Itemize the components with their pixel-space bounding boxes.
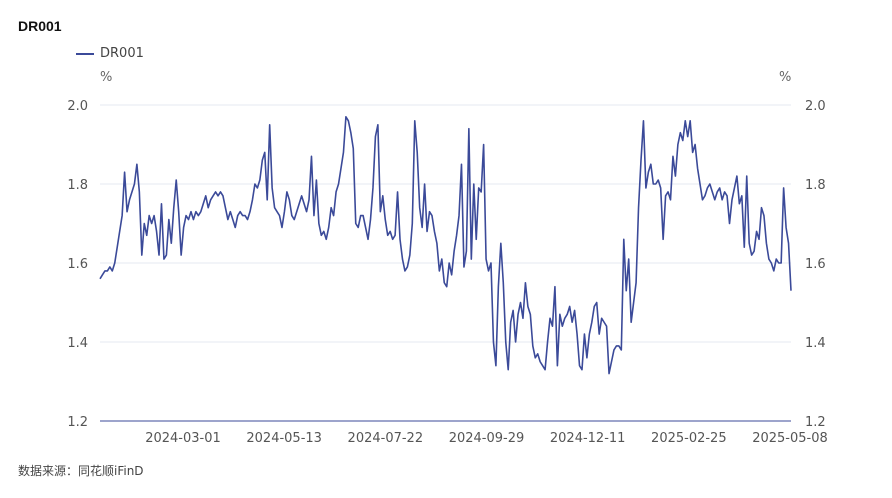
legend[interactable]: DR001: [76, 46, 144, 61]
x-tick-label: 2025-05-08: [752, 431, 828, 446]
x-tick-label: 2024-12-11: [550, 431, 626, 446]
data-source-note: 数据来源：同花顺iFinD: [18, 464, 144, 478]
x-tick-label: 2024-07-22: [348, 431, 424, 446]
y-tick-label-left: 1.2: [67, 415, 88, 430]
y-tick-label-right: 2.0: [805, 99, 826, 114]
y-tick-label-right: 1.6: [805, 257, 826, 272]
y-tick-label-right: 1.4: [805, 336, 826, 351]
x-tick-label: 2024-09-29: [449, 431, 525, 446]
series-line-dr001: [99, 116, 792, 375]
y-tick-label-right: 1.2: [805, 415, 826, 430]
chart-title: DR001: [18, 18, 62, 34]
x-tick-label: 2024-05-13: [246, 431, 322, 446]
x-tick-label: 2025-02-25: [651, 431, 727, 446]
y-tick-label-left: 1.8: [67, 178, 88, 193]
y-tick-label-left: 1.6: [67, 257, 88, 272]
y-tick-label-left: 2.0: [67, 99, 88, 114]
y-tick-label-left: 1.4: [67, 336, 88, 351]
left-axis-unit: %: [100, 70, 113, 85]
x-tick-label: 2024-03-01: [145, 431, 221, 446]
y-tick-label-right: 1.8: [805, 178, 826, 193]
legend-line-marker: [76, 52, 94, 55]
right-axis-unit: %: [779, 70, 792, 85]
legend-label: DR001: [100, 46, 144, 61]
